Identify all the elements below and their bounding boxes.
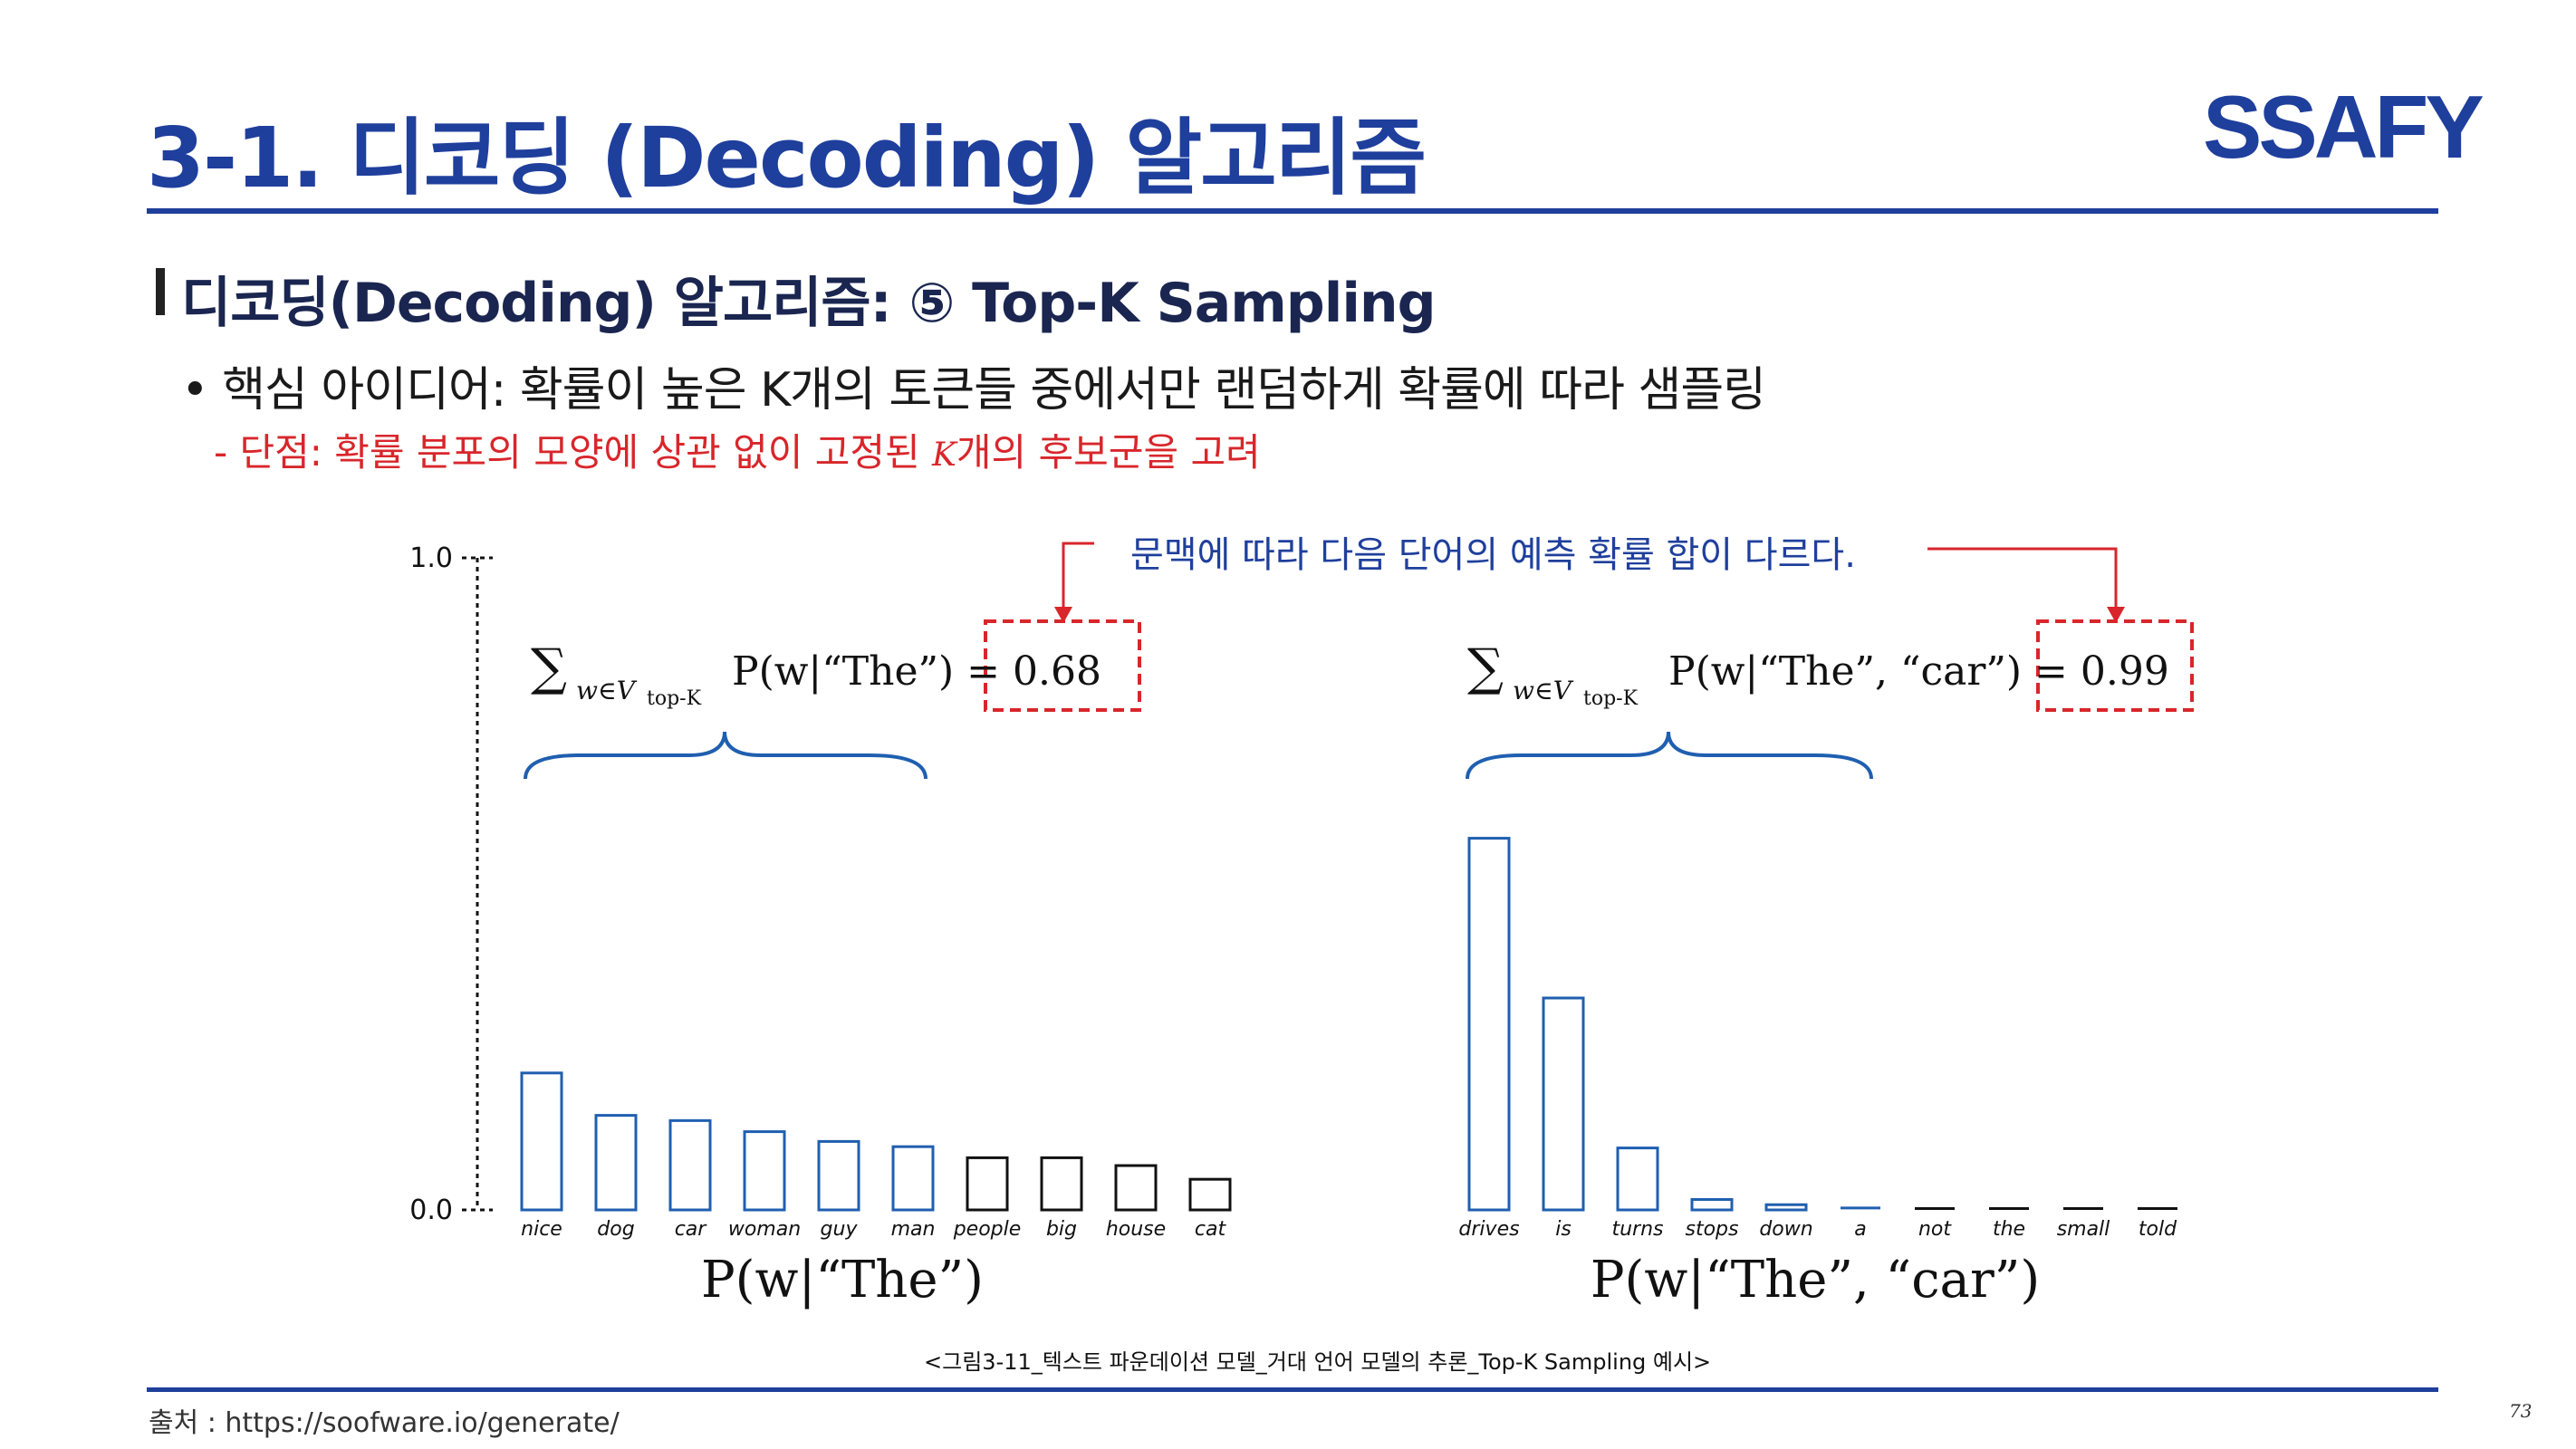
sum-formula-left: ∑ w∈V top-K P(w|“The”) = 0.68 (531, 638, 1101, 710)
bar-0-big (1040, 1156, 1083, 1212)
category-label-1-small: small (2057, 1218, 2110, 1241)
bar-0-cat (1188, 1177, 1232, 1212)
category-label-0-woman: woman (728, 1218, 801, 1241)
footer-divider (147, 1387, 2438, 1392)
y-tick-label-bottom: 0.0 (409, 1195, 453, 1226)
figure-caption: <그림3-11_텍스트 파운데이션 모델_거대 언어 모델의 추론_Top-K … (924, 1349, 1712, 1375)
source-link[interactable]: 출처 : https://soofware.io/generate/ (149, 1407, 620, 1439)
category-label-0-cat: cat (1195, 1218, 1227, 1241)
category-label-1-drives: drives (1458, 1218, 1519, 1241)
xlabel-left: P(w|“The”) (701, 1251, 984, 1310)
y-tick-label-top: 1.0 (409, 542, 453, 574)
brace-right (1466, 731, 1873, 780)
category-label-1-a: a (1854, 1218, 1866, 1241)
category-label-0-house: house (1106, 1218, 1166, 1241)
sum-formula-right: ∑ w∈V top-K P(w|“The”, “car”) = 0.99 (1467, 638, 2169, 710)
category-label-0-guy: guy (821, 1218, 859, 1241)
header-divider (147, 208, 2438, 214)
xlabel-right: P(w|“The”, “car”) (1591, 1251, 2040, 1310)
sum-sigma-right: ∑ (1467, 638, 1504, 697)
category-label-1-down: down (1759, 1218, 1812, 1241)
section-marker (156, 268, 165, 315)
bar-0-car (668, 1118, 712, 1212)
sum-highlight-right (2036, 619, 2194, 712)
bar-0-dog (594, 1114, 638, 1212)
bar-0-man (891, 1145, 935, 1212)
brace-left (524, 731, 928, 780)
annotation-arrowhead-left (1054, 607, 1072, 623)
category-label-0-man: man (891, 1218, 936, 1241)
bullet-sub-suffix: 개의 후보군을 고려 (956, 430, 1261, 475)
category-label-1-told: told (2139, 1218, 2177, 1241)
bar-0-people (966, 1156, 1009, 1212)
logo-text: SSAFY (2203, 83, 2483, 174)
bar-1-stops (1690, 1197, 1734, 1212)
bars-group: nice dog car woman guy man people big house cat dr… (520, 837, 2177, 1241)
category-label-0-big: big (1046, 1218, 1077, 1241)
annotation-arrow-right (1927, 547, 2118, 609)
sum-highlight-left (984, 619, 1141, 712)
bullet-sub-prefix: - 단점: 확률 분포의 모양에 상관 없이 고정된 (214, 430, 932, 475)
category-label-0-people: people (953, 1218, 1022, 1241)
category-label-1-turns: turns (1611, 1218, 1663, 1241)
category-label-1-not: not (1918, 1218, 1952, 1241)
category-label-0-dog: dog (597, 1218, 634, 1241)
category-label-0-car: car (675, 1218, 708, 1241)
sum-expr-left: P(w|“The”) = 0.68 (732, 648, 1101, 695)
annotation-arrowhead-right (2107, 607, 2125, 623)
annotation-text: 문맥에 따라 다음 단어의 예측 확률 합이 다르다. (1130, 534, 1856, 576)
page-title: 3-1. 디코딩 (Decoding) 알고리즘 (147, 110, 1427, 206)
section-title: 디코딩(Decoding) 알고리즘: ⑤ Top-K Sampling (181, 272, 1437, 335)
bar-0-woman (743, 1130, 786, 1212)
bar-1-is (1542, 996, 1585, 1212)
bar-0-nice (520, 1071, 563, 1212)
sum-subsub-left: top-K (647, 687, 702, 710)
sum-sub-left: w∈V (576, 676, 638, 705)
sum-subsub-right: top-K (1583, 687, 1639, 710)
bullet-sub: - 단점: 확률 분포의 모양에 상관 없이 고정된 K개의 후보군을 고려 (214, 422, 1261, 477)
bullet-main: • 핵심 아이디어: 확률이 높은 K개의 토큰들 중에서만 랜덤하게 확률에 … (181, 363, 1766, 417)
category-label-1-the: the (1993, 1218, 2025, 1241)
category-label-0-nice: nice (521, 1218, 562, 1241)
bar-1-turns (1616, 1147, 1659, 1212)
sum-sub-right: w∈V (1513, 676, 1574, 705)
annotation-arrow-left (1062, 542, 1094, 609)
bullet-sub-variable: K (932, 437, 956, 474)
bar-1-down (1764, 1203, 1808, 1212)
page-number: 73 (2509, 1400, 2533, 1422)
sum-expr-right: P(w|“The”, “car”) = 0.99 (1668, 648, 2169, 695)
ssafy-logo: SSAFY (2203, 83, 2486, 174)
category-label-1-is: is (1555, 1218, 1572, 1241)
bar-1-drives (1467, 837, 1511, 1212)
bar-0-house (1114, 1164, 1158, 1212)
topk-chart: 1.0 0.0 nice dog car woman guy man people big ho… (409, 534, 2194, 1310)
sum-sigma-left: ∑ (531, 638, 567, 697)
bar-0-guy (817, 1139, 860, 1212)
category-label-1-stops: stops (1686, 1218, 1739, 1241)
